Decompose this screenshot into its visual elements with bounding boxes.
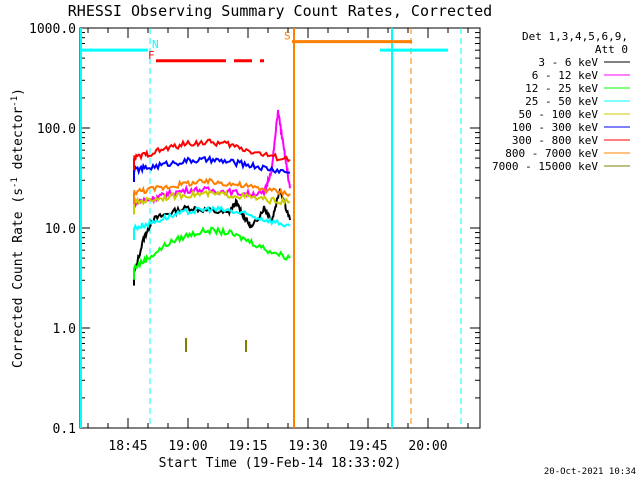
y-tick-label: 1000.0: [29, 22, 76, 37]
y-tick-label: 0.1: [53, 422, 76, 437]
flag-label-n: N: [152, 38, 159, 51]
x-tick-label: 19:15: [228, 439, 267, 454]
series-line-6: [133, 138, 291, 163]
legend-header: Det 1,3,4,5,6,9,: [522, 30, 628, 43]
legend-header: Att 0: [595, 43, 628, 56]
x-tick-label: 18:45: [108, 439, 147, 454]
legend-entry: 100 - 300 keV: [512, 121, 598, 134]
y-tick-label: 100.0: [37, 122, 76, 137]
legend-entry: 800 - 7000 keV: [505, 147, 598, 160]
flag-label-f: F: [148, 49, 155, 62]
legend-entry: 7000 - 15000 keV: [492, 160, 598, 173]
x-tick-label: 19:00: [168, 439, 207, 454]
series-line-4: [133, 188, 291, 206]
legend-entry: 12 - 25 keV: [525, 82, 598, 95]
y-axis-label: Corrected Count Rate (s-1 detector-1): [10, 88, 26, 368]
legend-entry: 6 - 12 keV: [532, 69, 599, 82]
legend-entry: 3 - 6 keV: [538, 56, 598, 69]
x-axis-label: Start Time (19-Feb-14 18:33:02): [159, 456, 402, 471]
legend-entry: 25 - 50 keV: [525, 95, 598, 108]
flag-label-s: S: [284, 30, 291, 43]
y-tick-label: 10.0: [45, 222, 76, 237]
x-tick-label: 19:45: [348, 439, 387, 454]
x-axis: 18:45 19:00 19:15 19:30 19:45 20:00: [87, 28, 469, 454]
series-line-5: [133, 154, 291, 176]
series-7000-15000-marks: [185, 338, 247, 352]
x-tick-label: 20:00: [408, 439, 447, 454]
chart-title: RHESSI Observing Summary Count Rates, Co…: [68, 2, 492, 20]
y-axis: 0.1 1.0 10.0 100.0 1000.0: [29, 22, 480, 437]
flag-bars: N S F: [80, 30, 448, 63]
footer-timestamp: 20-Oct-2021 10:34: [544, 467, 636, 477]
legend-entry: 50 - 100 keV: [519, 108, 599, 121]
y-tick-label: 1.0: [53, 322, 76, 337]
series-line-7: [133, 177, 291, 198]
legend-entry: 300 - 800 keV: [512, 134, 598, 147]
series-line-3: [133, 205, 291, 232]
data-series: [133, 109, 291, 286]
x-tick-label: 19:30: [288, 439, 327, 454]
series-line-2: [133, 225, 291, 270]
